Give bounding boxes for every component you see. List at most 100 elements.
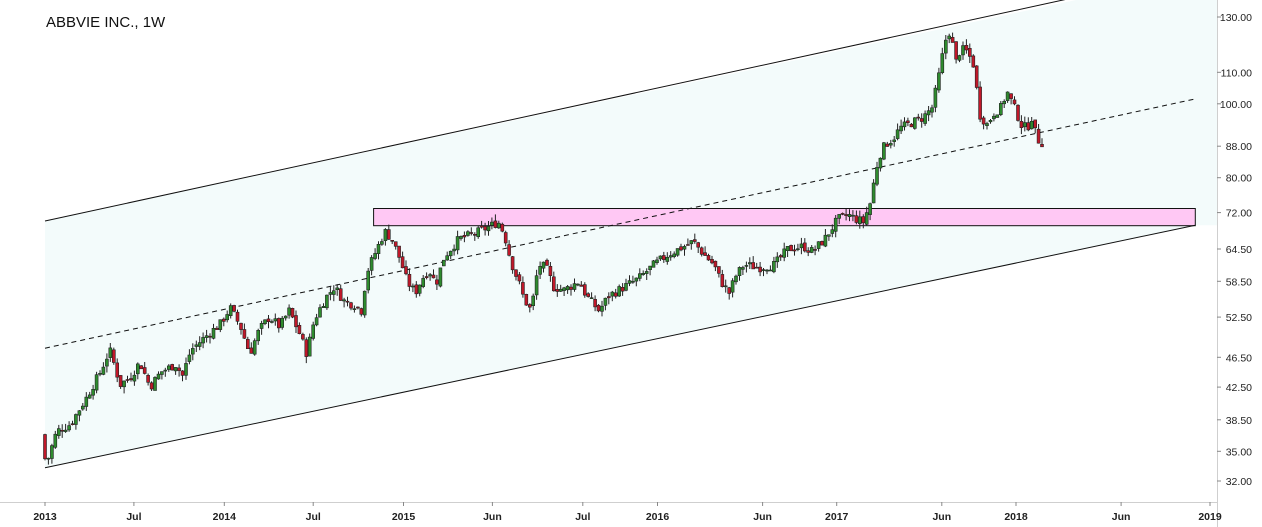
candle-up: [87, 394, 92, 399]
candle-down: [125, 379, 130, 381]
candle-up: [926, 110, 931, 116]
candle-up: [417, 284, 422, 294]
candle-up: [799, 243, 804, 249]
candle-down: [524, 293, 529, 306]
candle-down: [751, 262, 756, 270]
candle-up: [50, 445, 54, 459]
candle-down: [1036, 128, 1041, 144]
candle-up: [558, 288, 563, 292]
candle-down: [435, 279, 439, 285]
candle-up: [589, 297, 594, 300]
x-tick-label: Jul: [575, 511, 590, 523]
candle-down: [696, 242, 701, 248]
candle-up: [785, 246, 790, 252]
candle-up: [187, 354, 192, 362]
candle-down: [906, 120, 910, 124]
candle-up: [957, 55, 962, 61]
candle-up: [331, 290, 336, 295]
candle-up: [672, 253, 677, 257]
candle-up: [782, 248, 787, 258]
candle-up: [318, 307, 322, 318]
x-tick-label: Jun: [932, 511, 951, 523]
candle-up: [775, 256, 780, 263]
candle-down: [964, 44, 969, 51]
candle-down: [43, 434, 47, 460]
candle-down: [500, 223, 505, 232]
candle-up: [108, 347, 113, 358]
candle-up: [421, 278, 426, 287]
candle-up: [466, 231, 470, 236]
candle-up: [77, 410, 82, 416]
candle-up: [160, 371, 164, 375]
candle-up: [600, 305, 604, 312]
candle-down: [139, 365, 144, 370]
candle-up: [122, 380, 126, 388]
candle-up: [476, 227, 481, 238]
candle-up: [627, 280, 632, 284]
channel-lower-line: [44, 224, 1196, 469]
candle-down: [301, 334, 305, 340]
candle-up: [823, 234, 828, 247]
candle-up: [376, 244, 381, 255]
candles-group: [43, 32, 1044, 465]
y-tick-label: 130.00: [1220, 12, 1252, 24]
candle-up: [534, 275, 539, 296]
candle-down: [242, 329, 247, 339]
candle-down: [699, 247, 704, 255]
channel-fill: [45, 0, 1217, 468]
candle-down: [431, 274, 436, 279]
candle-down: [582, 284, 587, 296]
candle-up: [857, 216, 862, 225]
time-axis: 2013 Jul 2014 Jul 2015 Jun Jul 2016 Jun 2017 Jun 20…: [33, 502, 1222, 523]
candle-up: [933, 87, 938, 108]
candle-down: [885, 143, 890, 147]
candle-up: [438, 267, 443, 287]
candle-up: [689, 240, 694, 245]
candle-up: [912, 117, 917, 129]
candle-up: [930, 107, 934, 113]
candle-down: [727, 287, 732, 294]
candle-up: [923, 113, 927, 124]
candle-up: [871, 182, 876, 204]
y-tick-label: 52.50: [1226, 312, 1252, 324]
candle-down: [232, 305, 236, 312]
y-tick-label: 58.50: [1226, 276, 1252, 288]
x-tick-label: Jun: [483, 511, 502, 523]
candle-up: [617, 286, 622, 297]
candle-down: [854, 215, 859, 223]
candle-up: [827, 234, 831, 237]
candle-up: [56, 428, 61, 436]
candle-up: [256, 329, 261, 342]
candle-up: [380, 241, 384, 245]
candle-up: [878, 157, 883, 169]
candle-up: [342, 299, 346, 302]
x-tick-label: Jun: [1112, 511, 1131, 523]
candle-up: [197, 342, 202, 347]
candle-up: [1022, 122, 1027, 128]
candle-up: [631, 280, 635, 283]
candle-down: [149, 382, 154, 390]
candle-up: [658, 255, 663, 260]
candle-down: [146, 374, 150, 383]
candle-up: [641, 272, 646, 275]
candle-down: [177, 367, 181, 371]
candle-up: [459, 236, 463, 239]
candle-down: [569, 286, 573, 290]
candle-down: [493, 220, 498, 228]
candle-down: [950, 36, 955, 43]
price-axis: 32.00 35.00 38.50 42.50 46.50 52.50 58.50 64.50…: [1217, 12, 1252, 488]
candle-down: [170, 364, 174, 371]
candle-down: [802, 242, 807, 252]
candle-down: [235, 311, 240, 322]
candle-down: [208, 335, 212, 338]
y-tick-label: 72.00: [1226, 208, 1252, 220]
candle-up: [194, 344, 199, 347]
candle-up: [761, 269, 766, 271]
candle-down: [400, 256, 405, 269]
candle-up: [675, 248, 680, 256]
candle-down: [514, 269, 518, 277]
candle-down: [703, 252, 707, 256]
candle-up: [1002, 101, 1007, 105]
candle-down: [294, 315, 298, 328]
